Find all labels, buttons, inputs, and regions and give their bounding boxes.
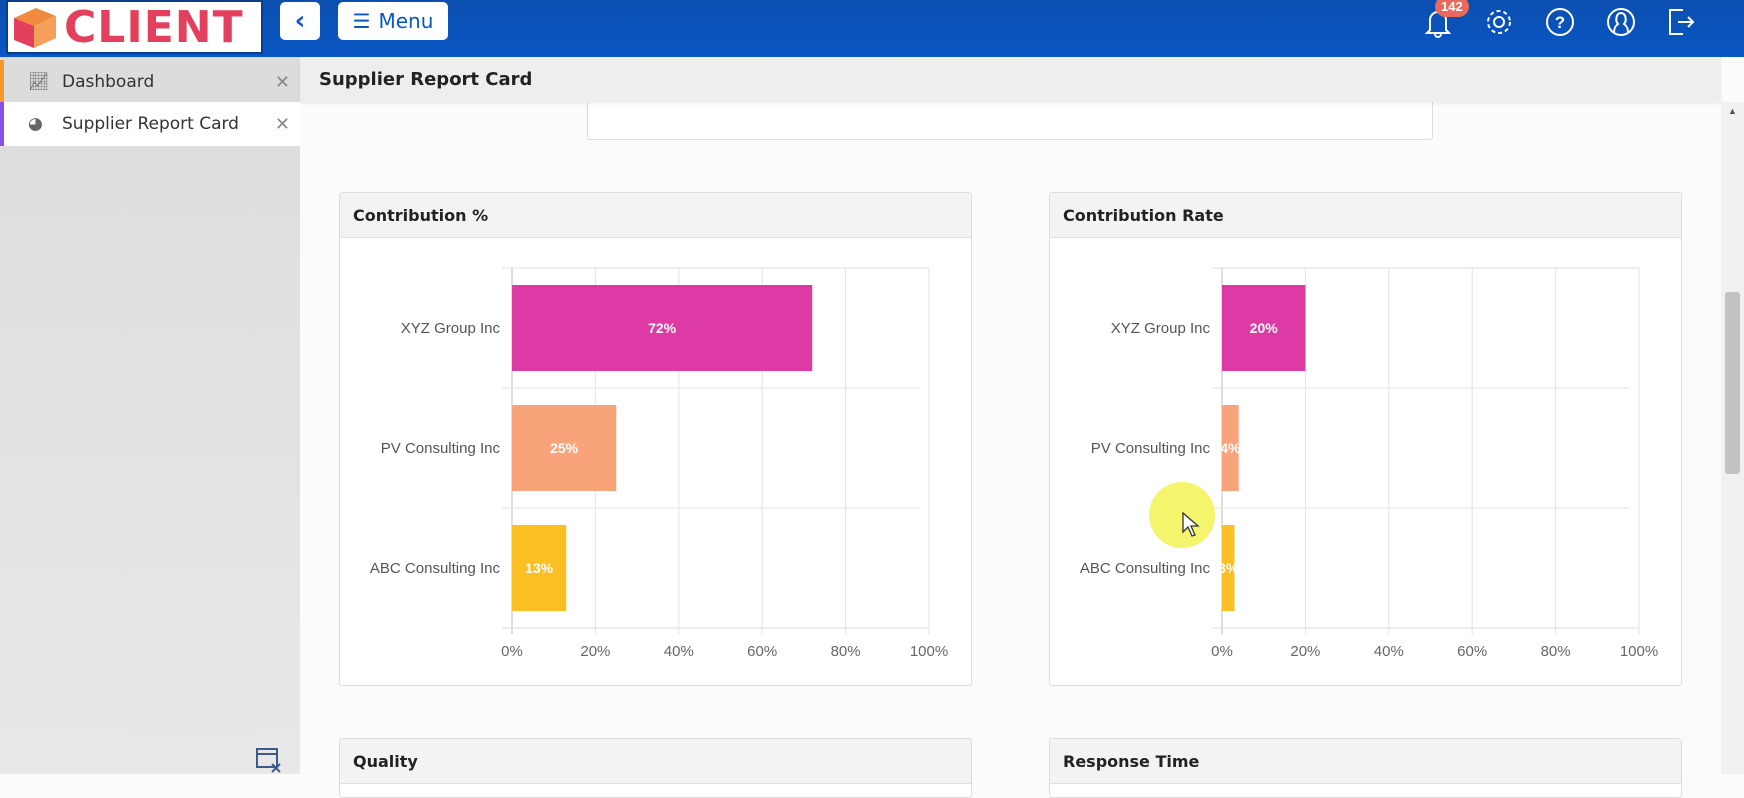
x-tick-label: 100%	[910, 643, 948, 660]
logo[interactable]: CLIENT	[6, 0, 263, 54]
x-tick-label: 0%	[1211, 643, 1233, 660]
contribution-rate-chart: 0% 20% 40% 60% 80% 100% XYZ Group Inc 20% PV Con…	[1080, 267, 1658, 660]
help-icon[interactable]: ?	[1544, 6, 1576, 38]
close-icon[interactable]: ✕	[274, 113, 290, 135]
category-label: PV Consulting Inc	[1091, 440, 1211, 457]
x-tick-label: 60%	[1457, 643, 1487, 660]
gear-icon[interactable]	[1483, 6, 1515, 38]
card-title: Contribution %	[340, 193, 971, 238]
back-button[interactable]: ‹	[280, 2, 320, 40]
x-tick-label: 20%	[1290, 643, 1320, 660]
sidebar-tab-supplier-report-card[interactable]: ◕ Supplier Report Card ✕	[0, 102, 300, 146]
x-tick-label: 40%	[1374, 643, 1404, 660]
x-tick-label: 20%	[580, 643, 610, 660]
chevron-left-icon: ‹	[294, 6, 306, 36]
contribution-rate-card: Contribution Rate 0% 20% 40% 60% 80% 100% XYZ …	[1049, 192, 1682, 686]
x-tick-label: 80%	[1541, 643, 1571, 660]
category-label: ABC Consulting Inc	[1080, 560, 1211, 577]
x-tick-label: 100%	[1620, 643, 1658, 660]
logout-icon[interactable]	[1665, 6, 1697, 38]
bar	[512, 405, 617, 491]
sidebar-tab-dashboard[interactable]: 📈︎ Dashboard ✕	[0, 60, 300, 104]
data-label: 72%	[648, 320, 677, 336]
line-chart-icon: 📈︎	[28, 72, 50, 92]
top-header: CLIENT ‹ ☰ Menu 142 ?	[0, 0, 1744, 57]
data-label: 20%	[1250, 320, 1279, 336]
quality-card: Quality	[339, 738, 972, 798]
notification-badge: 142	[1435, 0, 1469, 17]
scrollbar[interactable]: ▲	[1721, 102, 1744, 774]
x-tick-label: 40%	[664, 643, 694, 660]
category-label: PV Consulting Inc	[381, 440, 501, 457]
x-tick-label: 0%	[501, 643, 523, 660]
sidebar: 📈︎ Dashboard ✕ ◕ Supplier Report Card ✕	[0, 57, 300, 774]
pie-chart-icon: ◕	[28, 114, 43, 134]
close-icon[interactable]: ✕	[274, 71, 290, 93]
bar	[1222, 285, 1306, 371]
data-label: 13%	[525, 560, 554, 576]
category-label: XYZ Group Inc	[401, 320, 501, 337]
bar	[1222, 525, 1235, 611]
mouse-cursor-icon	[1182, 512, 1200, 537]
menu-button[interactable]: ☰ Menu	[338, 2, 448, 40]
hamburger-icon: ☰	[352, 9, 371, 33]
response-time-card: Response Time	[1049, 738, 1682, 798]
logo-box-icon	[14, 8, 56, 48]
contribution-percent-chart: 0% 20% 40% 60% 80% 100% XYZ Group Inc 72% PV Con…	[370, 267, 948, 660]
user-icon[interactable]	[1605, 6, 1637, 38]
data-label: 3%	[1218, 560, 1239, 576]
x-tick-label: 60%	[747, 643, 777, 660]
data-label: 25%	[550, 440, 579, 456]
svg-text:?: ?	[1555, 13, 1565, 32]
card-title: Contribution Rate	[1050, 193, 1681, 238]
x-tick-label: 80%	[831, 643, 861, 660]
card-title: Response Time	[1050, 739, 1681, 784]
card-title: Quality	[340, 739, 971, 784]
scrollbar-thumb[interactable]	[1725, 292, 1740, 474]
cursor-highlight	[1149, 482, 1215, 548]
bar	[512, 285, 813, 371]
scroll-up-icon[interactable]: ▲	[1728, 106, 1737, 116]
bar	[1222, 405, 1239, 491]
page-title: Supplier Report Card	[300, 57, 1721, 102]
contribution-percent-card: Contribution % 0% 20% 40% 60% 80% 100% XYZ Gro…	[339, 192, 972, 686]
bar	[512, 525, 567, 611]
category-label: ABC Consulting Inc	[370, 560, 501, 577]
close-all-tabs-icon[interactable]	[254, 744, 284, 774]
category-label: XYZ Group Inc	[1111, 320, 1211, 337]
data-label: 4%	[1220, 440, 1241, 456]
